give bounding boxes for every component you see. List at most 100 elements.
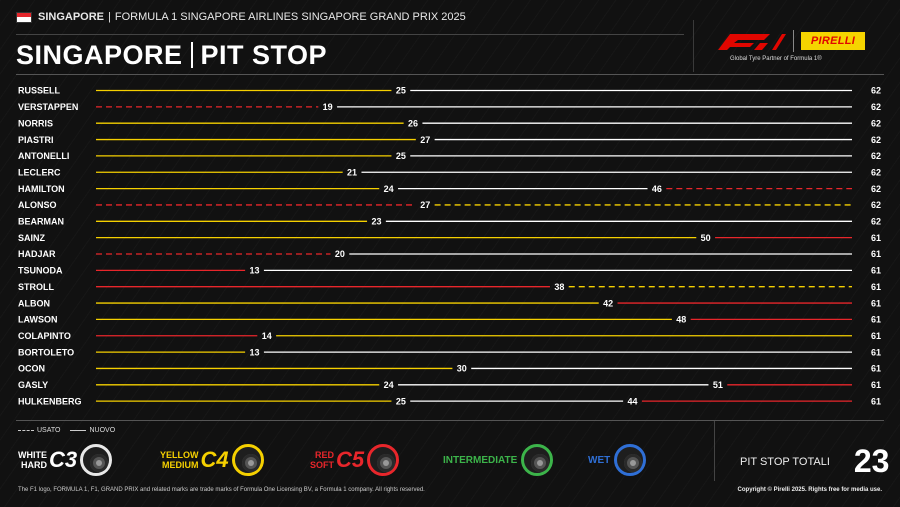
lap-label: 14 (262, 331, 272, 341)
lap-label: 62 (871, 102, 881, 112)
top-rule (16, 74, 884, 75)
driver-label: NORRIS (18, 118, 53, 128)
lap-label: 27 (420, 200, 430, 210)
driver-label: BEARMAN (18, 217, 64, 227)
driver-label: LAWSON (18, 315, 58, 325)
page-title: SINGAPORE PIT STOP (16, 40, 327, 71)
lap-label: 61 (871, 249, 881, 259)
title-city: SINGAPORE (16, 40, 183, 70)
bottom-rule (16, 420, 884, 421)
lap-label: 62 (871, 118, 881, 128)
driver-label: SAINZ (18, 233, 46, 243)
medium-tyre-icon (231, 444, 264, 476)
pirelli-logo: PIRELLI (801, 32, 865, 50)
lap-label: 62 (871, 167, 881, 177)
driver-label: LECLERC (18, 167, 61, 177)
tyre-legend-c3: WHITE HARD C3 (18, 444, 113, 476)
tyre-c3-code: C3 (49, 447, 78, 472)
soft-tyre-icon (367, 444, 400, 476)
driver-label: TSUNODA (18, 266, 63, 276)
lap-label: 61 (871, 266, 881, 276)
tyre-c3-label: WHITE HARD (18, 450, 47, 470)
driver-label: STROLL (18, 282, 54, 292)
lap-label: 27 (420, 135, 430, 145)
pit-stop-totals: PIT STOP TOTALI 23 (740, 443, 889, 480)
intermediate-tyre-icon (521, 444, 554, 476)
new-label: NUOVO (89, 427, 116, 434)
lap-label: 50 (701, 233, 711, 243)
tyre-c4-label: YELLOW MEDIUM (160, 450, 199, 470)
driver-label: ALBON (18, 298, 50, 308)
lap-label: 42 (603, 298, 613, 308)
lap-label: 62 (871, 200, 881, 210)
lap-label: 13 (250, 266, 260, 276)
partner-text: Global Tyre Partner of Formula 1® (730, 56, 822, 62)
lap-label: 61 (871, 396, 881, 406)
f1-logo: F1 (718, 34, 786, 50)
used-label: USATO (37, 427, 61, 434)
totals-value: 23 (853, 443, 890, 479)
used-line-sample (18, 430, 34, 431)
lap-label: 61 (871, 380, 881, 390)
lap-label: 62 (871, 135, 881, 145)
lap-label: 61 (871, 347, 881, 357)
tyre-c4-code: C4 (200, 447, 229, 472)
driver-label: OCON (18, 364, 45, 374)
title-separator (190, 42, 193, 68)
tyre-wet-label: WET (588, 454, 611, 466)
footer-trademark: The F1 logo, FORMULA 1, F1, GRAND PRIX a… (18, 487, 425, 493)
lap-label: 61 (871, 282, 881, 292)
driver-label: ALONSO (18, 200, 57, 210)
tyre-legend-intermediate: INTERMEDIATE (443, 444, 554, 476)
lap-label: 62 (871, 217, 881, 227)
driver-label: HULKENBERG (18, 396, 82, 406)
lap-label: 51 (713, 380, 723, 390)
title-subject: PIT STOP (200, 40, 328, 70)
lap-label: 62 (871, 86, 881, 96)
lap-label: 62 (871, 151, 881, 161)
lap-label: 38 (554, 282, 564, 292)
header-vertical-divider (693, 20, 694, 72)
header-divider (16, 34, 684, 35)
lap-label: 24 (384, 380, 394, 390)
lap-label: 61 (871, 233, 881, 243)
line-legend: USATO NUOVO (18, 427, 115, 434)
tyre-legend-wet: WET (588, 444, 647, 476)
lap-label: 20 (335, 249, 345, 259)
event-line: SINGAPORE | FORMULA 1 SINGAPORE AIRLINES… (16, 10, 466, 24)
event-separator: | (108, 11, 111, 23)
tyre-c5-code: C5 (336, 447, 365, 472)
driver-label: PIASTRI (18, 135, 54, 145)
lap-label: 26 (408, 118, 418, 128)
lap-label: 46 (652, 184, 662, 194)
logo-divider (793, 30, 794, 52)
driver-label: BORTOLETO (18, 347, 74, 357)
driver-label: HADJAR (18, 249, 56, 259)
tyre-c5-label: RED SOFT (310, 450, 334, 470)
tyre-intermediate-label: INTERMEDIATE (443, 454, 518, 466)
pit-stop-chart: RUSSELL 25 62 VERSTAPPEN 19 62 NORRIS 26 62 PIAST… (18, 86, 881, 407)
footer-copyright: Copyright © Pirelli 2025. Rights free fo… (737, 487, 882, 493)
lap-label: 25 (396, 86, 406, 96)
lap-label: 24 (384, 184, 394, 194)
lap-label: 61 (871, 315, 881, 325)
new-line-sample (70, 430, 87, 431)
lap-label: 19 (323, 102, 333, 112)
hard-tyre-icon (80, 444, 113, 476)
lap-label: 61 (871, 364, 881, 374)
driver-label: VERSTAPPEN (18, 102, 78, 112)
lap-label: 61 (871, 331, 881, 341)
lap-label: 23 (371, 217, 381, 227)
lap-label: 21 (347, 167, 357, 177)
lap-label: 25 (396, 396, 406, 406)
lap-label: 30 (457, 364, 467, 374)
tyre-legend-c5: RED SOFT C5 (310, 444, 400, 476)
driver-label: RUSSELL (18, 86, 61, 96)
totals-divider (714, 421, 715, 481)
driver-label: ANTONELLI (18, 151, 69, 161)
driver-label: COLAPINTO (18, 331, 71, 341)
wet-tyre-icon (614, 444, 647, 476)
lap-label: 61 (871, 298, 881, 308)
driver-label: GASLY (18, 380, 48, 390)
lap-label: 48 (676, 315, 686, 325)
